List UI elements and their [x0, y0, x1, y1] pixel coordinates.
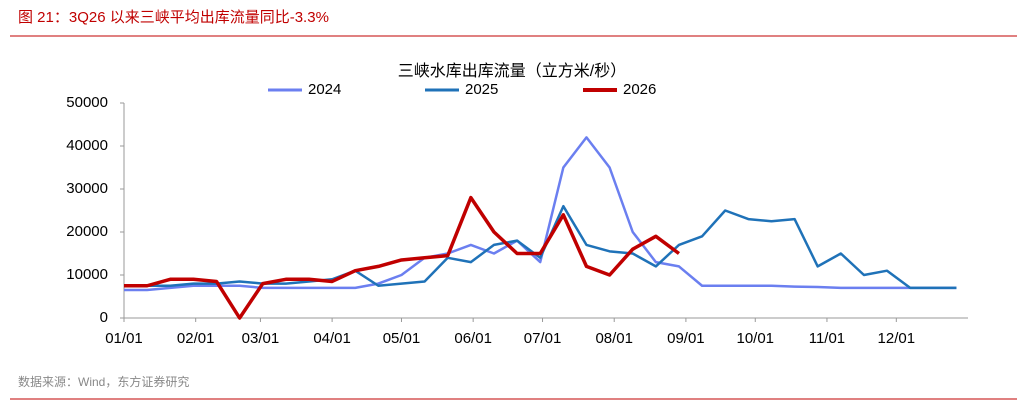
x-tick-label: 02/01 [177, 330, 215, 347]
x-tick-label: 10/01 [736, 330, 774, 347]
y-tick-label: 40000 [66, 137, 108, 154]
y-tick-label: 20000 [66, 223, 108, 240]
x-tick-label: 08/01 [595, 330, 633, 347]
chart-title: 三峡水库出库流量（立方米/秒） [398, 62, 626, 80]
x-tick-label: 07/01 [524, 330, 562, 347]
x-tick-label: 05/01 [383, 330, 421, 347]
x-tick-label: 01/01 [105, 330, 143, 347]
x-tick-label: 06/01 [454, 330, 492, 347]
y-tick-label: 0 [100, 309, 108, 326]
legend-label: 2024 [308, 81, 341, 98]
header-title: 图 21：3Q26 以来三峡平均出库流量同比-3.3% [18, 9, 329, 26]
legend-label: 2025 [465, 81, 498, 98]
x-tick-label: 03/01 [242, 330, 280, 347]
x-tick-label: 04/01 [313, 330, 351, 347]
y-tick-label: 30000 [66, 180, 108, 197]
y-tick-label: 50000 [66, 94, 108, 111]
y-tick-label: 10000 [66, 266, 108, 283]
x-tick-label: 09/01 [667, 330, 705, 347]
x-tick-label: 12/01 [878, 330, 916, 347]
legend-label: 2026 [623, 81, 656, 98]
series-line [124, 195, 681, 320]
series-line [124, 204, 957, 290]
series-line [124, 136, 957, 292]
x-tick-label: 11/01 [809, 330, 845, 347]
source-note: 数据来源：Wind，东方证券研究 [18, 374, 189, 389]
